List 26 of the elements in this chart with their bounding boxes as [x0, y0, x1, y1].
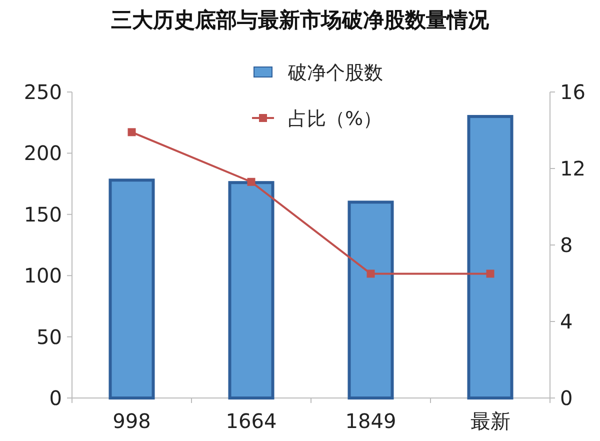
y-tick-label: 100 — [24, 264, 62, 288]
y2-tick-label: 16 — [560, 80, 586, 104]
bar — [108, 178, 155, 400]
y-tick-label: 250 — [24, 80, 62, 104]
bar — [467, 114, 514, 400]
legend-label: 破净个股数 — [287, 62, 383, 84]
y-tick-label: 150 — [24, 202, 62, 226]
y-tick-label: 200 — [24, 141, 62, 166]
y-tick-label: 0 — [49, 386, 62, 410]
x-tick-label: 998 — [112, 409, 151, 433]
point — [366, 270, 375, 278]
x-tick-label: 1849 — [345, 409, 396, 433]
y2-tick-label: 12 — [560, 156, 586, 180]
bar — [348, 200, 394, 400]
bar — [228, 181, 274, 400]
legend-label: 占比（%） — [288, 108, 382, 130]
y2-tick-label: 8 — [560, 233, 573, 257]
x-tick-label: 1664 — [226, 409, 277, 433]
y-tick-label: 50 — [36, 324, 62, 349]
y2-tick-label: 4 — [560, 310, 573, 334]
chart-title: 三大历史底部与最新市场破净股数量情况 — [111, 8, 490, 32]
point — [486, 270, 494, 278]
x-tick-label: 最新 — [470, 409, 510, 433]
point — [247, 178, 256, 186]
y2-tick-label: 0 — [560, 386, 573, 410]
point — [128, 128, 136, 136]
